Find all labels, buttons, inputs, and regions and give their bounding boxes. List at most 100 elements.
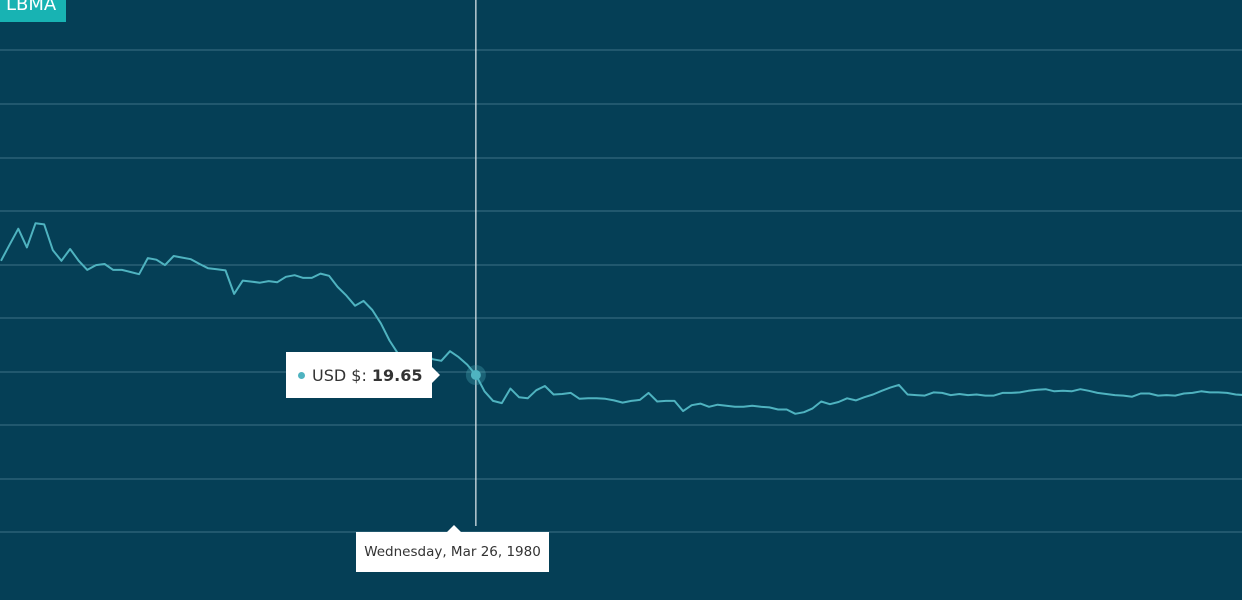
data-point: [173, 255, 175, 257]
data-point: [1131, 396, 1133, 398]
data-point: [121, 269, 123, 271]
data-point: [838, 401, 840, 403]
value-tooltip: USD $: 19.65: [286, 352, 440, 398]
data-point: [1036, 389, 1038, 391]
data-point: [829, 403, 831, 405]
data-point: [846, 397, 848, 399]
data-point: [958, 393, 960, 395]
data-point: [9, 244, 11, 246]
data-point: [699, 403, 701, 405]
data-point: [181, 257, 183, 259]
data-point: [52, 249, 54, 251]
data-point: [1027, 390, 1029, 392]
data-point: [984, 395, 986, 397]
data-point: [294, 274, 296, 276]
data-point: [432, 358, 434, 360]
data-point: [363, 300, 365, 302]
data-point: [354, 305, 356, 307]
series-badge: LBMA: [0, 0, 67, 22]
data-point: [242, 280, 244, 282]
data-point: [501, 402, 503, 404]
data-point: [1019, 391, 1021, 393]
data-point: [587, 397, 589, 399]
data-point: [1097, 392, 1099, 394]
data-point: [717, 404, 719, 406]
data-point: [622, 402, 624, 404]
series-line[interactable]: [0, 222, 1242, 415]
data-point: [311, 277, 313, 279]
data-point: [1114, 394, 1116, 396]
crosshair-date-label: Wednesday, Mar 26, 1980: [356, 525, 549, 572]
data-point: [104, 263, 106, 265]
data-point: [130, 271, 132, 273]
data-point: [320, 273, 322, 275]
data-point: [1045, 388, 1047, 390]
data-point: [743, 406, 745, 408]
data-point: [518, 396, 520, 398]
data-point: [276, 281, 278, 283]
data-point: [967, 394, 969, 396]
data-point: [691, 404, 693, 406]
data-point: [155, 259, 157, 261]
data-point: [199, 263, 201, 265]
gridlines: [0, 49, 1242, 533]
data-point: [1174, 395, 1176, 397]
hover-point[interactable]: [470, 370, 481, 380]
data-point: [345, 295, 347, 297]
data-point: [225, 269, 227, 271]
data-point: [147, 257, 149, 259]
data-point: [440, 360, 442, 362]
data-point: [164, 264, 166, 266]
data-point: [950, 394, 952, 396]
data-point: [60, 260, 62, 262]
data-point: [1053, 390, 1055, 392]
data-point: [1122, 395, 1124, 397]
data-point: [1088, 390, 1090, 392]
data-point: [665, 400, 667, 402]
data-point: [43, 223, 45, 225]
data-point: [69, 248, 71, 250]
tooltip-series-label: USD $:: [312, 365, 367, 385]
data-point: [596, 397, 598, 399]
data-point: [579, 398, 581, 400]
data-point: [337, 286, 339, 288]
data-point: [855, 399, 857, 401]
tooltip-value: 19.65: [371, 365, 423, 385]
data-point: [78, 260, 80, 262]
data-point: [872, 394, 874, 396]
data-point: [561, 393, 563, 395]
data-point: [1071, 390, 1073, 392]
series-dot-icon: [298, 371, 305, 379]
data-point: [1002, 392, 1004, 394]
data-point: [812, 407, 814, 409]
data-point: [941, 392, 943, 394]
data-point: [449, 350, 451, 352]
data-point: [1226, 392, 1228, 394]
data-point: [509, 388, 511, 390]
data-point: [1140, 393, 1142, 395]
data-point: [207, 267, 209, 269]
data-point: [466, 364, 468, 366]
data-points: [0, 222, 1242, 414]
data-point: [302, 277, 304, 279]
data-point: [527, 397, 529, 399]
data-point: [1217, 391, 1219, 393]
data-point: [1200, 390, 1202, 392]
data-point: [216, 268, 218, 270]
data-point: [630, 400, 632, 402]
data-point: [976, 394, 978, 396]
data-point: [1192, 392, 1194, 394]
data-point: [35, 222, 37, 224]
data-point: [0, 260, 2, 262]
data-point: [553, 394, 555, 396]
data-point: [734, 406, 736, 408]
data-point: [768, 406, 770, 408]
data-point: [751, 405, 753, 407]
data-point: [863, 396, 865, 398]
data-point: [1209, 391, 1211, 393]
data-point: [371, 309, 373, 311]
data-point: [1010, 392, 1012, 394]
data-point: [725, 405, 727, 407]
data-point: [915, 394, 917, 396]
